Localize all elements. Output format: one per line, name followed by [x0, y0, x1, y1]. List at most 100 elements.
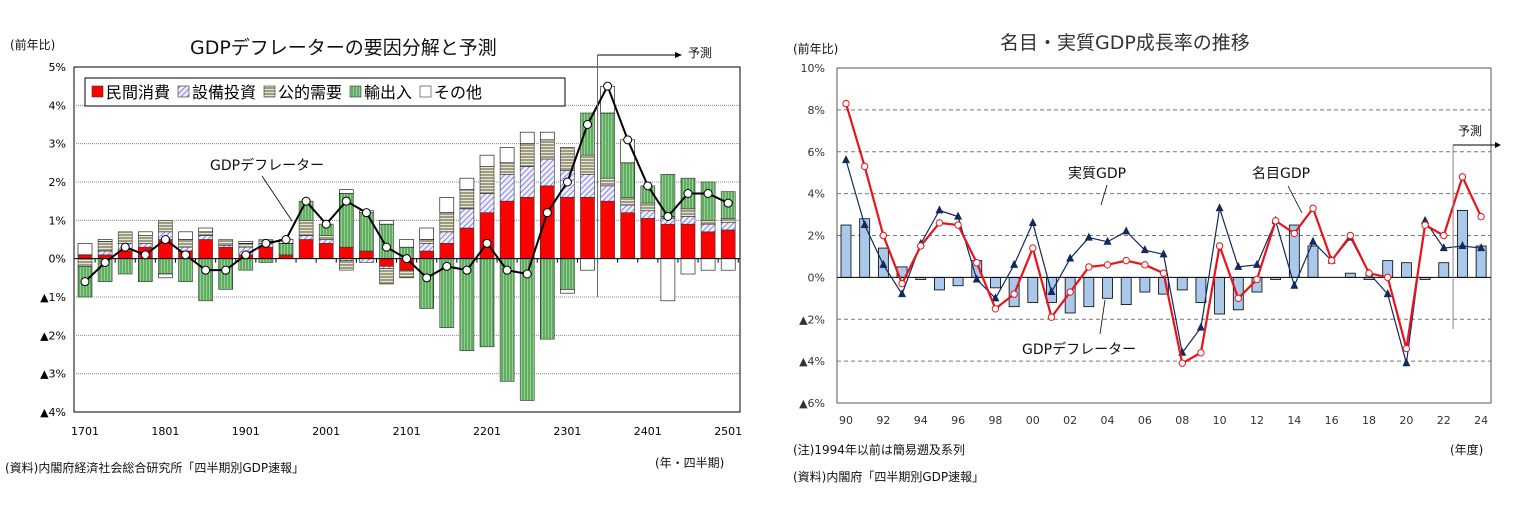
nominal-gdp-point: [1141, 261, 1149, 269]
legend-label: 輸出入: [364, 83, 412, 102]
x-tick-label: 16: [1325, 414, 1339, 427]
real-gdp-point: [842, 155, 850, 164]
nominal-gdp-point: [842, 99, 850, 108]
deflator-point: [723, 198, 733, 208]
nominal-gdp-point: [973, 259, 981, 267]
nominal-gdp-point: [1234, 294, 1242, 303]
real-gdp-point: [1252, 259, 1261, 268]
bar-segment-その他: [399, 239, 414, 248]
nominal-gdp-point: [954, 221, 962, 229]
nominal-gdp-point: [1085, 263, 1093, 271]
real-gdp-point: [1140, 245, 1149, 254]
y-tick-label: 0%: [808, 271, 825, 284]
nominal-gdp-point: [1346, 231, 1355, 240]
real-gdp-point: [1234, 261, 1243, 270]
nominal-gdp-point: [1402, 344, 1411, 353]
nominal-gdp-point: [1421, 221, 1429, 229]
real-gdp-point: [972, 274, 981, 283]
x-tick-label: 2401: [634, 425, 662, 438]
deflator-bar: [1344, 272, 1356, 278]
x-tick-label: 96: [951, 414, 965, 427]
left-forecast-label: 予測: [688, 46, 713, 60]
nominal-gdp-point: [1122, 256, 1130, 265]
x-tick-label: 04: [1101, 414, 1115, 427]
real-gdp-point: [1290, 280, 1299, 289]
bar-segment-その他: [379, 220, 394, 225]
right-annotation-real: 実質GDP: [1068, 166, 1127, 182]
y-tick-label: ▲3%: [40, 368, 66, 381]
x-tick-label: 2001: [312, 425, 340, 438]
deflator-bar: [990, 276, 1001, 289]
real-gdp-point: [1215, 203, 1224, 212]
bar-segment-公的需要: [379, 268, 394, 285]
legend-swatch: [91, 85, 104, 98]
x-tick-label: 06: [1138, 414, 1152, 427]
real-gdp-point: [1084, 232, 1093, 241]
deflator-point: [241, 250, 251, 260]
y-tick-label: 2%: [49, 176, 66, 189]
left-chart: 5% 4% 3% 2% 1% 0% ▲1% ▲2% ▲3% ▲4% 1701 1801 1901 2001…: [40, 52, 742, 438]
nominal-gdp-point: [1047, 313, 1056, 321]
real-gdp-point: [879, 259, 888, 268]
deflator-point: [100, 258, 110, 267]
real-gdp-point: [1477, 243, 1486, 252]
deflator-point: [542, 208, 552, 218]
bar-segment-その他: [338, 189, 354, 194]
y-tick-label: 0%: [49, 253, 66, 266]
right-forecast-label: 予測: [1458, 124, 1483, 138]
deflator-point: [522, 269, 532, 279]
bar-segment-その他: [198, 227, 213, 233]
x-tick-label: 92: [876, 414, 890, 427]
annotation-arrow: [261, 175, 293, 222]
bar-segment-公的需要: [399, 269, 414, 279]
deflator-point: [80, 277, 90, 287]
nominal-gdp-point: [879, 231, 888, 240]
bar-segment-その他: [560, 289, 575, 294]
left-xunit-label: (年・四半期): [655, 456, 725, 470]
x-tick-label: 24: [1474, 414, 1488, 427]
bar-segment-その他: [519, 131, 535, 144]
nominal-gdp-point: [1458, 173, 1467, 181]
nominal-gdp-point: [1327, 256, 1336, 265]
left-source: (資料)内閣府経済社会総合研究所「四半期別GDP速報」: [5, 461, 305, 475]
nominal-gdp-point: [1066, 288, 1074, 296]
x-tick-label: 1801: [151, 425, 179, 438]
real-gdp-point: [1383, 289, 1392, 298]
deflator-point: [663, 212, 673, 221]
deflator-point: [643, 181, 653, 191]
bar-segment-その他: [97, 239, 113, 242]
legend-label: その他: [434, 83, 482, 102]
bar-segment-その他: [77, 243, 93, 256]
annot-deflator-arrow: [1099, 299, 1106, 335]
left-annotation-deflator: GDPデフレーター: [210, 158, 325, 174]
x-tick-label: 2101: [393, 425, 421, 438]
real-gdp-point: [1047, 287, 1056, 296]
x-tick-label: 00: [1026, 414, 1040, 427]
deflator-bar: [1102, 276, 1113, 299]
bar-segment-その他: [479, 154, 495, 167]
legend-swatch: [349, 85, 362, 98]
deflator-bar: [952, 276, 964, 287]
x-tick-label: 90: [839, 414, 853, 427]
real-gdp-point: [1103, 236, 1112, 245]
nominal-gdp-point: [991, 305, 1000, 313]
legend-swatch: [177, 85, 190, 98]
real-gdp-point: [1159, 249, 1168, 258]
legend-label: 設備投資: [192, 83, 256, 102]
annot-real-arrow: [1100, 184, 1108, 206]
right-source: (資料)内閣府「四半期別GDP速報」: [793, 470, 985, 484]
real-gdp-point: [1309, 236, 1317, 245]
legend-label: 公的需要: [278, 83, 342, 102]
nominal-gdp-point: [917, 242, 925, 250]
x-tick-label: 18: [1362, 414, 1376, 427]
deflator-point: [140, 250, 150, 260]
nominal-gdp-point: [1253, 275, 1261, 284]
x-tick-label: 98: [988, 414, 1002, 427]
nominal-gdp-point: [1159, 269, 1168, 277]
nominal-gdp-point: [1103, 261, 1112, 269]
bar-segment-その他: [158, 273, 173, 279]
deflator-bar: [1027, 276, 1039, 303]
left-unit-label: (前年比): [10, 38, 56, 52]
nominal-gdp-point: [935, 219, 944, 227]
